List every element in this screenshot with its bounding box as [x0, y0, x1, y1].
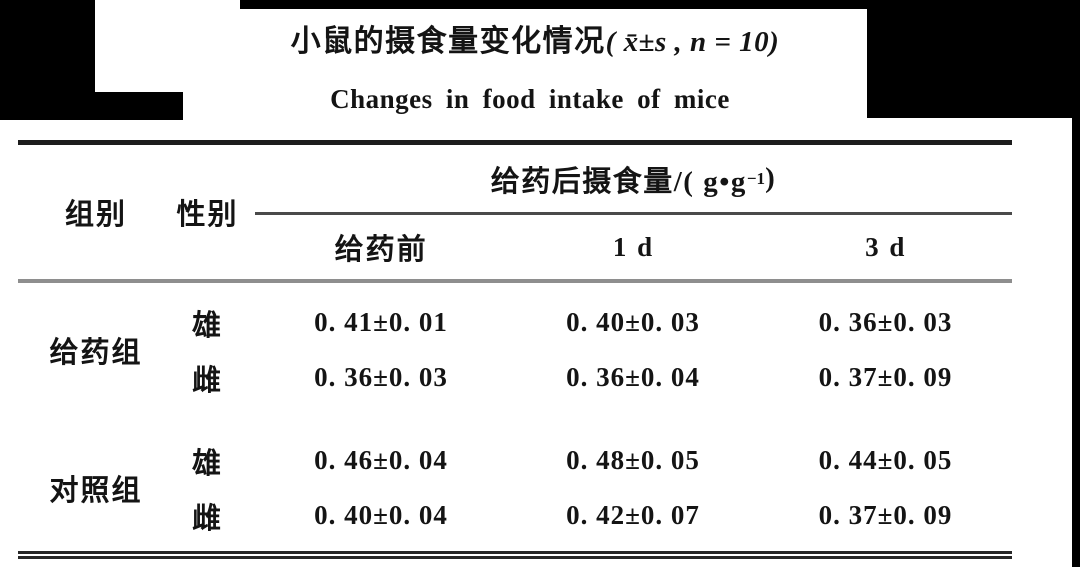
column-header-day1: 1 d — [612, 231, 655, 262]
scan-artifact-top-left-block — [0, 0, 95, 92]
sex-cell: 雄 — [191, 447, 223, 480]
table-header-right: 给药后摄食量/( g•g −1) 给药前 1 d 3 d — [255, 145, 1012, 279]
spanner-close: ) — [765, 162, 777, 194]
scan-artifact-top-right-block — [867, 0, 1080, 118]
value-cell: 0. 42±0. 07 — [566, 500, 700, 530]
table-title-chinese: 小鼠的摄食量变化情况( x̄±s , n = 10) — [0, 16, 1070, 60]
sex-cell: 雄 — [191, 309, 223, 342]
data-table: 组别 性别 给药后摄食量/( g•g −1) 给药前 1 d 3 d 给药组 雄 … — [18, 140, 1012, 559]
scan-artifact-top-strip — [240, 0, 867, 9]
sex-cell: 雌 — [191, 364, 223, 397]
column-header-group: 组别 — [64, 199, 127, 231]
group-label: 对照组 — [49, 475, 143, 507]
value-cell: 0. 36±0. 04 — [566, 362, 700, 392]
sub-header-row: 给药前 1 d 3 d — [255, 215, 1012, 279]
table-header: 组别 性别 给药后摄食量/( g•g −1) 给药前 1 d 3 d — [18, 145, 1012, 279]
table-bottom-rule — [18, 551, 1012, 559]
value-cell: 0. 41±0. 01 — [314, 307, 448, 337]
column-header-before-dosing: 给药前 — [334, 234, 428, 266]
table-title-english: Changes in food intake of mice — [330, 84, 730, 114]
group-row-treated: 给药组 雄 0. 41±0. 01 0. 40±0. 03 0. 36±0. 0… — [18, 295, 1012, 405]
value-cell: 0. 36±0. 03 — [314, 362, 448, 392]
column-header-sex: 性别 — [176, 199, 239, 231]
value-cell: 0. 40±0. 04 — [314, 500, 448, 530]
value-cell: 0. 36±0. 03 — [818, 307, 953, 337]
title-stat-note: ( x̄±s , n = 10) — [605, 26, 780, 58]
header-bottom-rule — [18, 279, 1012, 283]
value-cell: 0. 44±0. 05 — [818, 445, 953, 475]
scan-artifact-left-strip — [0, 92, 183, 120]
group-label: 给药组 — [49, 337, 143, 369]
column-header-day3: 3 d — [865, 231, 907, 262]
title-chinese-text: 小鼠的摄食量变化情况 — [290, 25, 606, 58]
value-cell: 0. 40±0. 03 — [566, 307, 700, 337]
spanner-rule — [255, 212, 1012, 215]
value-cell: 0. 37±0. 09 — [818, 500, 953, 530]
value-cell: 0. 46±0. 04 — [314, 445, 448, 475]
table-header-left: 组别 性别 — [18, 145, 255, 279]
group-row-control: 对照组 雄 0. 46±0. 04 0. 48±0. 05 0. 44±0. 0… — [18, 433, 1012, 543]
scan-artifact-right-strip — [1072, 118, 1080, 567]
spanner-text: 给药后摄食量/( g•g — [490, 165, 747, 198]
sex-cell: 雌 — [191, 502, 223, 535]
table-top-rule — [18, 140, 1012, 145]
value-cell: 0. 37±0. 09 — [818, 362, 953, 392]
column-spanner-intake-unit: 给药后摄食量/( g•g −1) — [255, 145, 1012, 212]
value-cell: 0. 48±0. 05 — [566, 445, 700, 475]
table-body: 给药组 雄 0. 41±0. 01 0. 40±0. 03 0. 36±0. 0… — [18, 295, 1012, 559]
